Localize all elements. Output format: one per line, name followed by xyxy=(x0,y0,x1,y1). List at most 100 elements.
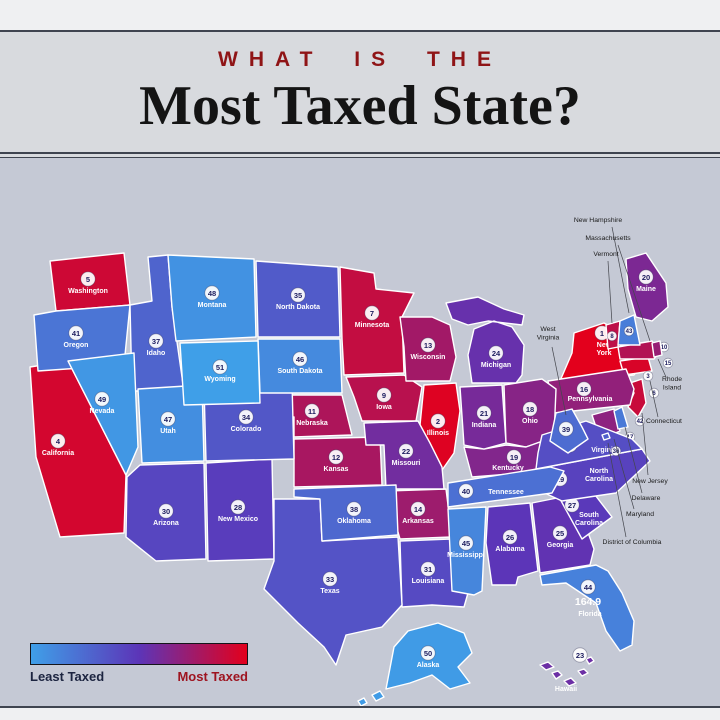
us-choropleth-map: 1NewYork2Illinois34California5Washington… xyxy=(29,217,682,707)
state-rank: 11 xyxy=(308,407,316,416)
state-rank: 35 xyxy=(294,291,302,300)
header: WHAT IS THE Most Taxed State? xyxy=(0,32,720,152)
rank-badge xyxy=(420,337,436,353)
state-name: Michigan xyxy=(481,362,511,369)
state-name: California xyxy=(42,450,74,457)
state-rank: 14 xyxy=(414,505,423,514)
rank-badge xyxy=(410,501,426,517)
state-mt: 48 Montana xyxy=(167,254,257,342)
ri-shape xyxy=(651,340,663,358)
massachusetts-label: Massachusetts xyxy=(585,235,631,242)
dc-shape xyxy=(601,432,611,441)
state-rank: 10 xyxy=(661,345,668,351)
rank-badge xyxy=(572,647,588,663)
state-rank: 40 xyxy=(462,487,470,496)
state-rank: 16 xyxy=(580,385,588,394)
state-name: Nebraska xyxy=(296,420,328,427)
state-name: Wisconsin xyxy=(411,354,446,361)
state-name: North xyxy=(590,468,609,475)
state-name: Mississippi xyxy=(447,552,485,559)
state-rank: 47 xyxy=(164,415,172,424)
callout-massachusetts: Massachusetts xyxy=(585,235,651,342)
state-wi: 13 Wisconsin xyxy=(399,316,457,382)
state-name: York xyxy=(596,350,611,357)
de-shape xyxy=(613,406,629,430)
vermont-label: Vermont xyxy=(593,251,618,258)
state-rank: 5 xyxy=(86,275,90,284)
state-rank: 25 xyxy=(556,529,564,538)
rank-badge xyxy=(606,330,618,342)
rank-badge xyxy=(488,345,504,361)
state-rank: 36 xyxy=(613,449,620,455)
state-rank: 50 xyxy=(424,649,432,658)
state-name: Florida xyxy=(578,611,601,618)
state-name: South xyxy=(579,512,599,519)
rank-badge xyxy=(346,501,362,517)
state-name: Kansas xyxy=(324,466,349,473)
callout-district-of-columbia: District of Columbia xyxy=(603,442,662,546)
state-wy: 51 Wyoming xyxy=(179,340,261,406)
state-name: Iowa xyxy=(376,404,392,411)
mi-shape xyxy=(445,296,525,384)
state-rank: 4 xyxy=(56,437,61,446)
state-rank: 26 xyxy=(506,533,514,542)
state-name: Hawaii xyxy=(555,686,577,693)
state-name: New xyxy=(597,342,612,349)
legend-labels: Least Taxed Most Taxed xyxy=(30,669,248,684)
state-name: Missouri xyxy=(392,460,421,467)
state-me: 20 Maine xyxy=(625,252,669,322)
state-name: Indiana xyxy=(472,422,497,429)
callout-rhode-island: Rhode Island xyxy=(657,358,682,392)
state-ak: 50 Alaska xyxy=(357,622,473,707)
kicker-text: WHAT IS THE xyxy=(218,48,502,71)
rank-badge xyxy=(430,413,446,429)
state-name: Virginia xyxy=(591,447,617,454)
state-rank: 37 xyxy=(152,337,160,346)
state-rank: 22 xyxy=(402,447,410,456)
state-al: 26 Alabama xyxy=(485,502,539,586)
legend-least-label: Least Taxed xyxy=(30,669,105,684)
callout-vermont: Vermont xyxy=(593,251,619,324)
rhode-island-label: Island xyxy=(663,385,681,392)
state-name: Alabama xyxy=(495,546,524,553)
state-rank: 7 xyxy=(370,309,374,318)
callout-line xyxy=(607,260,613,324)
rank-badge xyxy=(160,411,176,427)
callout-line xyxy=(551,346,567,416)
state-name: Pennsylvania xyxy=(568,396,613,403)
state-mn: 7 Minnesota xyxy=(339,266,415,376)
top-margin xyxy=(0,0,720,32)
rank-badge xyxy=(420,561,436,577)
state-name: Ohio xyxy=(522,418,538,425)
callout-line xyxy=(607,442,627,538)
state-rank: 9 xyxy=(382,391,386,400)
rank-badge xyxy=(506,449,522,465)
state-rank: 1 xyxy=(600,329,604,338)
state-nv: 49 Nevada xyxy=(67,352,139,476)
callout-new-hampshire: New Hampshire xyxy=(574,217,630,314)
state-fl: 44 164.9 Florida xyxy=(539,564,635,652)
rank-badge xyxy=(638,269,654,285)
state-wa: 5 Washington xyxy=(49,252,131,312)
state-name: South Dakota xyxy=(277,368,322,375)
state-name: Georgia xyxy=(547,542,574,549)
state-rank: 6 xyxy=(652,391,656,397)
state-name: Oregon xyxy=(64,342,89,349)
rank-badge xyxy=(364,305,380,321)
nv-shape xyxy=(67,352,139,476)
state-rank: 45 xyxy=(462,539,470,548)
state-rank: 2 xyxy=(436,417,440,426)
rank-badge xyxy=(94,391,110,407)
ak-shape xyxy=(357,622,473,707)
fl-shape xyxy=(539,564,635,652)
maryland-label: Maryland xyxy=(626,511,654,518)
state-sd: 46 South Dakota xyxy=(257,338,343,394)
state-name: Carolina xyxy=(575,520,603,527)
callout-line xyxy=(613,438,635,510)
state-rank: 49 xyxy=(98,395,106,404)
ms-shape xyxy=(447,506,487,596)
state-tx: 33 Texas xyxy=(263,498,403,666)
state-rank: 27 xyxy=(568,501,576,510)
state-name: Alaska xyxy=(417,662,440,669)
legend-most-label: Most Taxed xyxy=(177,669,248,684)
